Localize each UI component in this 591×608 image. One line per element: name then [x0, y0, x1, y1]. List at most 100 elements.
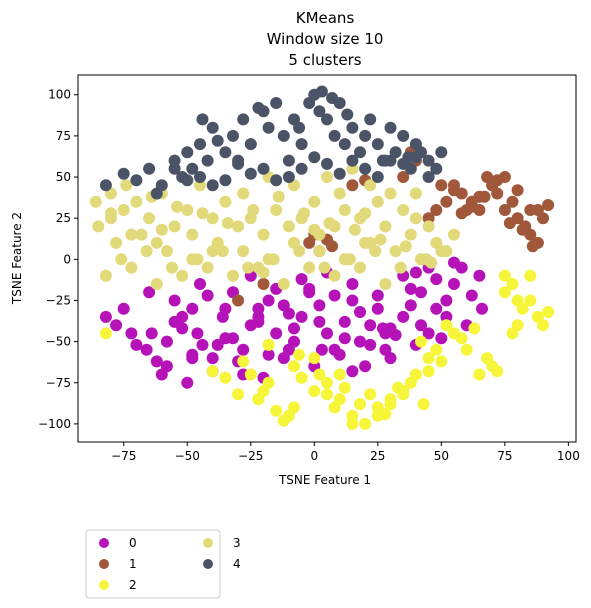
- point-series-3: [282, 220, 295, 233]
- point-series-3: [364, 179, 377, 192]
- point-series-4: [346, 154, 359, 167]
- point-series-0: [404, 299, 417, 312]
- point-series-2: [232, 388, 245, 401]
- legend-marker-2: [99, 580, 109, 590]
- point-series-4: [384, 121, 397, 134]
- point-series-4: [130, 174, 143, 187]
- point-series-0: [99, 310, 112, 323]
- point-series-0: [262, 348, 275, 361]
- point-series-2: [537, 319, 549, 332]
- point-series-3: [422, 220, 435, 233]
- point-series-0: [315, 343, 328, 356]
- point-series-3: [323, 217, 336, 230]
- point-series-0: [186, 348, 199, 361]
- legend-label-1: 1: [129, 557, 137, 571]
- point-series-4: [328, 129, 341, 142]
- title-line-3: 5 clusters: [288, 51, 361, 69]
- point-series-0: [321, 327, 333, 340]
- point-series-2: [293, 348, 306, 361]
- point-series-3: [160, 245, 173, 258]
- point-series-3: [321, 171, 333, 183]
- point-series-4: [338, 138, 351, 151]
- point-series-0: [354, 306, 366, 318]
- point-series-0: [389, 329, 402, 341]
- point-series-1: [440, 195, 453, 208]
- point-series-3: [219, 195, 232, 208]
- x-tick-label: 0: [310, 449, 318, 463]
- point-series-0: [288, 322, 300, 335]
- point-series-4: [321, 113, 333, 126]
- point-series-3: [318, 261, 331, 274]
- point-series-3: [293, 245, 306, 258]
- point-series-1: [511, 184, 524, 197]
- point-series-2: [481, 352, 494, 365]
- point-series-2: [364, 388, 377, 401]
- point-series-3: [89, 195, 102, 208]
- x-tick-label: 25: [370, 449, 385, 463]
- point-series-3: [181, 204, 194, 216]
- point-series-1: [448, 184, 460, 197]
- point-series-0: [130, 338, 143, 351]
- legend-label-2: 2: [129, 578, 137, 592]
- point-series-0: [181, 376, 194, 389]
- point-series-1: [537, 212, 549, 225]
- point-series-3: [308, 195, 321, 208]
- x-tick-label: 50: [434, 449, 449, 463]
- legend-marker-0: [99, 538, 109, 548]
- point-series-4: [206, 121, 219, 134]
- point-series-4: [227, 129, 239, 142]
- point-series-1: [506, 195, 519, 208]
- point-series-4: [201, 154, 214, 167]
- point-series-0: [328, 289, 341, 302]
- point-series-2: [252, 393, 265, 406]
- point-series-4: [402, 151, 415, 164]
- legend-marker-3: [203, 538, 213, 548]
- point-series-0: [160, 335, 173, 348]
- point-series-0: [338, 332, 351, 345]
- point-series-2: [422, 352, 435, 365]
- point-series-3: [257, 266, 270, 279]
- point-series-3: [171, 200, 184, 213]
- point-series-0: [430, 273, 443, 286]
- point-series-4: [168, 154, 181, 167]
- point-series-1: [524, 204, 537, 216]
- point-series-2: [288, 401, 300, 414]
- point-series-4: [219, 146, 232, 159]
- point-series-0: [346, 278, 359, 290]
- point-series-0: [371, 289, 384, 302]
- point-series-0: [415, 286, 427, 299]
- point-series-3: [270, 204, 283, 216]
- point-series-2: [524, 294, 537, 307]
- point-series-0: [476, 302, 488, 315]
- point-series-2: [328, 401, 341, 414]
- point-series-0: [282, 343, 295, 356]
- point-series-0: [160, 360, 173, 373]
- point-series-4: [244, 138, 257, 151]
- point-series-0: [415, 319, 427, 332]
- point-series-0: [440, 294, 453, 307]
- point-series-3: [313, 245, 326, 258]
- point-series-2: [244, 368, 257, 381]
- chart-title: KMeans Window size 10 5 clusters: [267, 9, 384, 69]
- point-series-2: [354, 398, 366, 411]
- point-series-2: [417, 398, 430, 411]
- point-series-4: [186, 162, 199, 175]
- point-series-0: [376, 322, 389, 335]
- point-series-0: [364, 319, 377, 332]
- data-points: [89, 85, 555, 430]
- point-series-4: [219, 174, 232, 187]
- point-series-0: [252, 315, 265, 328]
- point-series-0: [252, 302, 265, 315]
- point-series-4: [326, 92, 339, 104]
- point-series-2: [313, 368, 326, 381]
- point-series-3: [237, 187, 250, 200]
- point-series-2: [262, 338, 275, 351]
- point-series-2: [338, 381, 351, 394]
- point-series-0: [465, 289, 478, 302]
- point-series-0: [110, 319, 123, 332]
- point-series-0: [295, 273, 308, 286]
- point-series-3: [130, 195, 143, 208]
- point-series-2: [321, 376, 333, 389]
- point-series-4: [181, 146, 194, 159]
- point-series-0: [338, 315, 351, 328]
